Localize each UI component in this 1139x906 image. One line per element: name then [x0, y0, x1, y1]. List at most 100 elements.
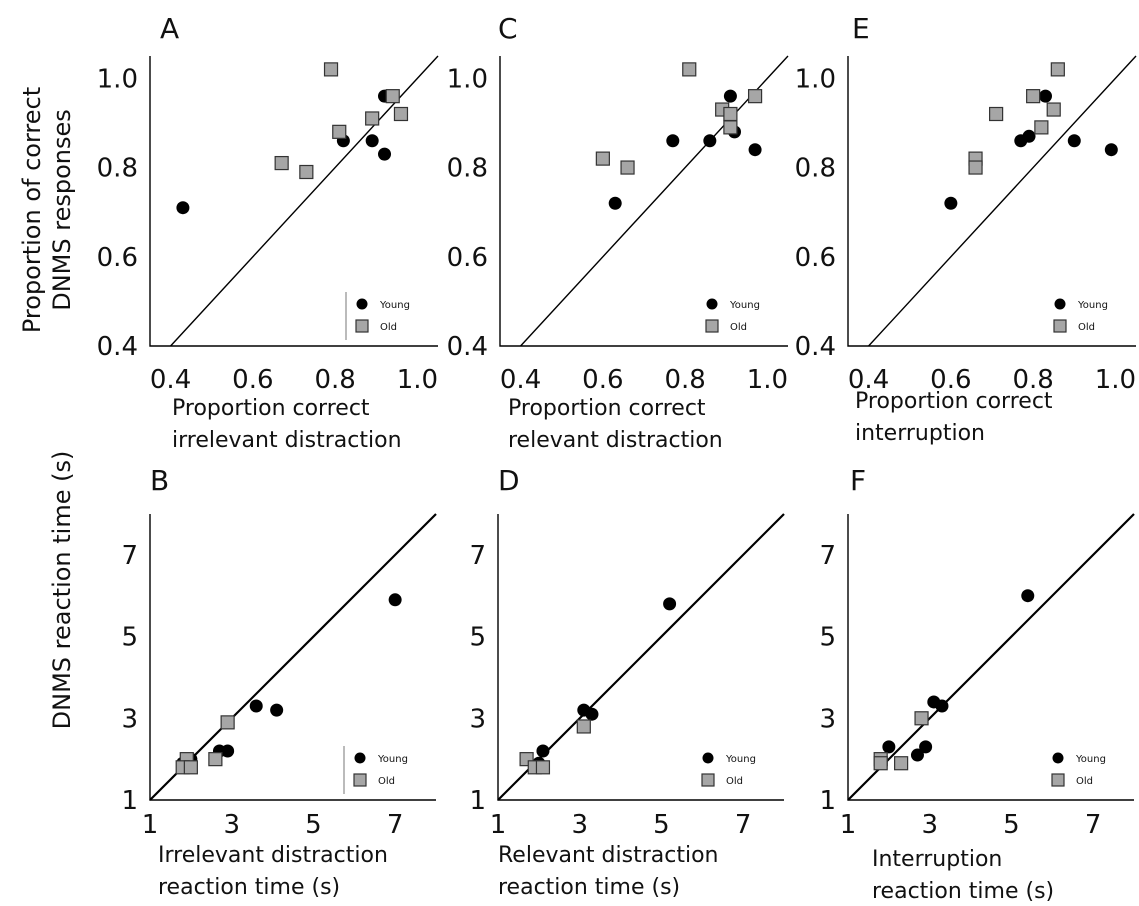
- x-tick-label: 3: [921, 810, 938, 840]
- legend-marker-old: [355, 319, 369, 333]
- data-point-old: [873, 756, 888, 771]
- data-point-old: [393, 106, 409, 122]
- y-tick-label: 3: [121, 704, 138, 734]
- x-tick-label: 5: [1003, 810, 1020, 840]
- data-point-old: [914, 711, 929, 726]
- legend-marker-old: [701, 773, 715, 787]
- data-point-young: [882, 740, 896, 754]
- x-axis-label-line2: reaction time (s): [158, 875, 340, 900]
- x-tick-label: 3: [223, 810, 240, 840]
- legend-label-young: Young: [379, 300, 410, 311]
- data-point-young: [1021, 589, 1035, 603]
- y-tick-label: 0.6: [795, 243, 836, 273]
- data-point-young: [378, 147, 392, 161]
- x-tick-label: 0.8: [1012, 365, 1053, 395]
- x-axis-label-line2: interruption: [855, 421, 985, 446]
- panel-letter: A: [160, 12, 179, 45]
- data-point-old: [1026, 89, 1041, 104]
- panel-b: B 1 3 5 7 1 3 5 7 Irrelevant distraction reaction …: [121, 464, 437, 900]
- x-tick-label: 7: [387, 810, 404, 840]
- legend-label-old: Old: [380, 322, 397, 333]
- data-point-young: [536, 744, 550, 758]
- data-point-old: [747, 89, 763, 104]
- x-axis-label-line1: Relevant distraction: [498, 843, 718, 868]
- data-point-old: [183, 760, 198, 775]
- data-point-young: [666, 134, 680, 148]
- legend-marker-young: [706, 298, 718, 310]
- x-tick-label: 7: [735, 810, 752, 840]
- x-tick-label: 1: [490, 810, 507, 840]
- y-label-top-line1: Proportion of correct: [18, 87, 46, 333]
- identity-line: [847, 513, 1135, 801]
- data-point-young: [944, 196, 958, 210]
- y-axis-labels: Proportion of correct DNMS responses DNM…: [18, 87, 76, 729]
- data-point-young: [935, 699, 949, 713]
- data-point-old: [723, 120, 738, 135]
- data-point-old: [220, 715, 235, 730]
- y-tick-label: 1.0: [447, 64, 488, 94]
- panel-e: E 0.4 0.6 0.8 1.0 0.4 0.6 0.8 1.0 Proportion corr…: [795, 12, 1137, 446]
- x-tick-label: 0.4: [500, 365, 541, 395]
- data-point-old: [595, 151, 610, 166]
- x-tick-label: 3: [571, 810, 588, 840]
- data-point-young: [703, 134, 717, 148]
- legend-marker-young: [1054, 298, 1066, 310]
- x-tick-label: 0.4: [150, 365, 191, 395]
- identity-line: [520, 55, 789, 347]
- data-point-old: [332, 124, 347, 139]
- identity-line: [868, 55, 1137, 347]
- x-tick-label: 0.4: [848, 365, 889, 395]
- y-label-bottom: DNMS reaction time (s): [48, 451, 76, 730]
- data-point-young: [919, 740, 933, 754]
- x-axis-label-line2: relevant distraction: [508, 428, 723, 453]
- data-point-old: [620, 160, 635, 175]
- panel-letter: C: [498, 12, 518, 45]
- data-point-young: [221, 744, 235, 758]
- y-tick-label: 1: [121, 786, 138, 816]
- x-tick-label: 5: [305, 810, 322, 840]
- legend-label-young: Young: [729, 300, 760, 311]
- data-point-old: [208, 752, 223, 767]
- y-tick-label: 0.6: [447, 243, 488, 273]
- data-point-young: [365, 134, 379, 148]
- data-point-old: [1050, 62, 1065, 77]
- legend-label-young: Young: [1075, 754, 1106, 765]
- y-tick-label: 1: [469, 786, 486, 816]
- x-tick-label: 5: [653, 810, 670, 840]
- legend-marker-young: [356, 298, 368, 310]
- y-tick-label: 1.0: [97, 64, 138, 94]
- data-point-young: [388, 593, 402, 607]
- data-point-old: [299, 164, 314, 180]
- x-tick-label: 1: [142, 810, 159, 840]
- data-point-young: [910, 748, 924, 762]
- panel-d: D 1 3 5 7 1 3 5 7 Relevant distraction reaction ti…: [469, 464, 785, 900]
- axis-lines: [149, 56, 438, 347]
- data-point-old: [323, 62, 339, 77]
- legend-marker-old: [353, 773, 367, 787]
- data-point-old: [385, 89, 400, 104]
- y-tick-label: 0.6: [97, 243, 138, 273]
- panel-letter: D: [498, 464, 520, 497]
- legend-marker-young: [1052, 752, 1064, 764]
- data-point-young: [1022, 129, 1036, 143]
- data-point-young: [1104, 143, 1118, 157]
- legend-label-young: Young: [377, 754, 408, 765]
- data-point-young: [663, 597, 677, 611]
- y-tick-label: 5: [819, 623, 836, 653]
- data-point-young: [723, 89, 737, 103]
- legend-marker-young: [702, 752, 714, 764]
- y-tick-label: 7: [121, 541, 138, 571]
- x-tick-label: 0.6: [582, 365, 623, 395]
- y-tick-label: 0.4: [795, 332, 836, 362]
- panel-letter: F: [850, 464, 866, 497]
- identity-line: [149, 513, 437, 801]
- legend-marker-young: [354, 752, 366, 764]
- data-point-young: [1038, 89, 1052, 103]
- x-tick-label: 0.6: [930, 365, 971, 395]
- x-axis-label-line2: irrelevant distraction: [172, 428, 402, 453]
- data-point-young: [585, 707, 599, 721]
- x-axis-label-line2: reaction time (s): [498, 875, 680, 900]
- legend-marker-old: [1053, 319, 1067, 333]
- data-point-young: [1067, 134, 1081, 148]
